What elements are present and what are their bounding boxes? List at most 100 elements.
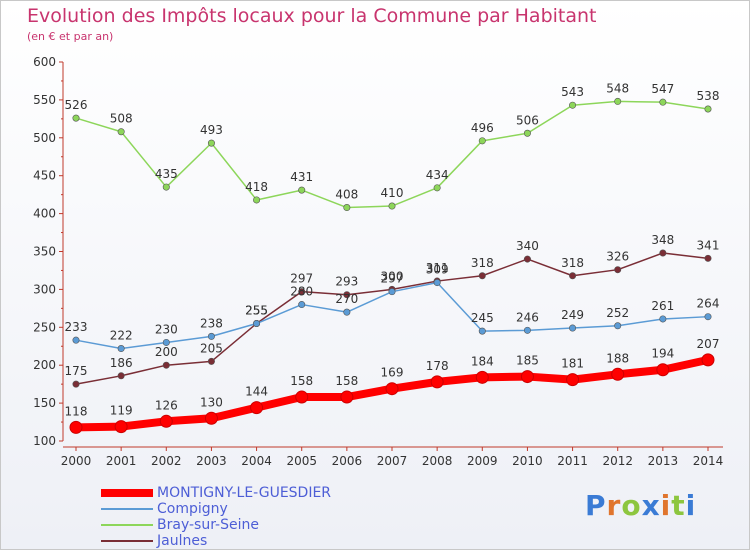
- data-point: [569, 101, 577, 109]
- data-label: 188: [606, 351, 629, 365]
- data-point: [433, 279, 441, 287]
- data-point: [162, 183, 170, 191]
- data-point: [430, 375, 444, 389]
- data-label: 293: [335, 275, 358, 289]
- data-point: [388, 202, 396, 210]
- chart-subtitle: (en € et par an): [27, 30, 114, 43]
- data-label: 340: [516, 239, 539, 253]
- data-label: 493: [200, 123, 223, 137]
- legend-label: MONTIGNY-LE-GUESDIER: [157, 485, 332, 501]
- logo-letter: t: [671, 489, 686, 522]
- data-label: 297: [290, 272, 313, 286]
- data-label: 184: [471, 354, 494, 368]
- data-point: [659, 98, 667, 106]
- data-point: [566, 373, 580, 387]
- data-label: 118: [65, 404, 88, 418]
- data-label: 233: [65, 320, 88, 334]
- y-tick-label: 450: [33, 169, 56, 183]
- data-point: [433, 184, 441, 192]
- data-label: 126: [155, 398, 178, 412]
- data-label: 246: [516, 310, 539, 324]
- data-point: [388, 288, 396, 296]
- data-point: [569, 272, 577, 280]
- data-point: [659, 315, 667, 323]
- data-label: 264: [697, 297, 720, 311]
- data-point: [253, 196, 261, 204]
- data-point: [159, 414, 173, 428]
- data-label: 238: [200, 316, 223, 330]
- data-label: 175: [65, 364, 88, 378]
- y-tick-label: 250: [33, 320, 56, 334]
- data-point: [478, 137, 486, 145]
- series-jaulnes: [72, 249, 712, 388]
- data-point: [701, 353, 715, 367]
- x-tick-label: 2001: [106, 454, 137, 468]
- data-label: 318: [561, 256, 584, 270]
- data-label: 194: [651, 347, 674, 361]
- data-point: [298, 288, 306, 296]
- data-labels: 526 508 435 493 418 431 408 410 434 496 506 543 548 5…: [65, 81, 720, 418]
- legend: MONTIGNY-LE-GUESDIER Compigny Bray-sur-Sei…: [101, 485, 481, 549]
- data-point: [523, 129, 531, 137]
- data-label: 418: [245, 180, 268, 194]
- data-label: 169: [381, 366, 404, 380]
- axes: 100 150 200 250 300 350 400 450 500 550 600 2000 200…: [33, 55, 723, 468]
- data-label: 348: [651, 233, 674, 247]
- data-label: 144: [245, 385, 268, 399]
- data-point: [117, 372, 125, 380]
- data-label: 309: [426, 263, 449, 277]
- data-label: 410: [381, 186, 404, 200]
- legend-item: Jaulnes: [101, 533, 207, 549]
- data-point: [478, 272, 486, 280]
- data-point: [523, 255, 531, 263]
- data-point: [253, 320, 261, 328]
- data-point: [704, 105, 712, 113]
- data-label: 431: [290, 170, 313, 184]
- data-label: 205: [200, 341, 223, 355]
- x-tick-label: 2009: [467, 454, 498, 468]
- data-label: 178: [426, 359, 449, 373]
- data-label: 508: [110, 112, 133, 126]
- logo-letter: i: [685, 489, 697, 522]
- data-label: 261: [651, 299, 674, 313]
- data-point: [69, 420, 83, 434]
- data-point: [117, 128, 125, 136]
- data-point: [207, 357, 215, 365]
- legend-item: Compigny: [101, 501, 228, 517]
- data-label: 222: [110, 329, 133, 343]
- data-point: [207, 139, 215, 147]
- data-label: 185: [516, 354, 539, 368]
- logo-letter: r: [606, 489, 622, 522]
- data-point: [207, 332, 215, 340]
- y-tick-label: 100: [33, 434, 56, 448]
- data-point: [72, 336, 80, 344]
- chart-title: Evolution des Impôts locaux pour la Comm…: [27, 5, 597, 27]
- data-point: [614, 97, 622, 105]
- data-point: [656, 363, 670, 377]
- x-tick-label: 2010: [512, 454, 543, 468]
- data-label: 230: [155, 322, 178, 336]
- x-tick-label: 2006: [332, 454, 363, 468]
- x-tick-label: 2002: [151, 454, 182, 468]
- data-point: [162, 361, 170, 369]
- data-point: [114, 420, 128, 434]
- data-point: [298, 301, 306, 309]
- x-tick-label: 2007: [377, 454, 408, 468]
- line-chart: 100 150 200 250 300 350 400 450 500 550 600 2000 200…: [33, 55, 723, 468]
- data-label: 119: [110, 404, 133, 418]
- logo-letter: P: [585, 489, 607, 522]
- data-label: 326: [606, 250, 629, 264]
- data-point: [475, 370, 489, 384]
- data-point: [614, 266, 622, 274]
- x-tick-label: 2011: [557, 454, 588, 468]
- data-label: 158: [335, 374, 358, 388]
- data-point: [614, 322, 622, 330]
- data-label: 318: [471, 256, 494, 270]
- x-tick-label: 2008: [422, 454, 453, 468]
- data-label: 181: [561, 357, 584, 371]
- data-label: 543: [561, 85, 584, 99]
- data-point: [162, 338, 170, 346]
- series-lines: [69, 97, 715, 434]
- data-label: 252: [606, 306, 629, 320]
